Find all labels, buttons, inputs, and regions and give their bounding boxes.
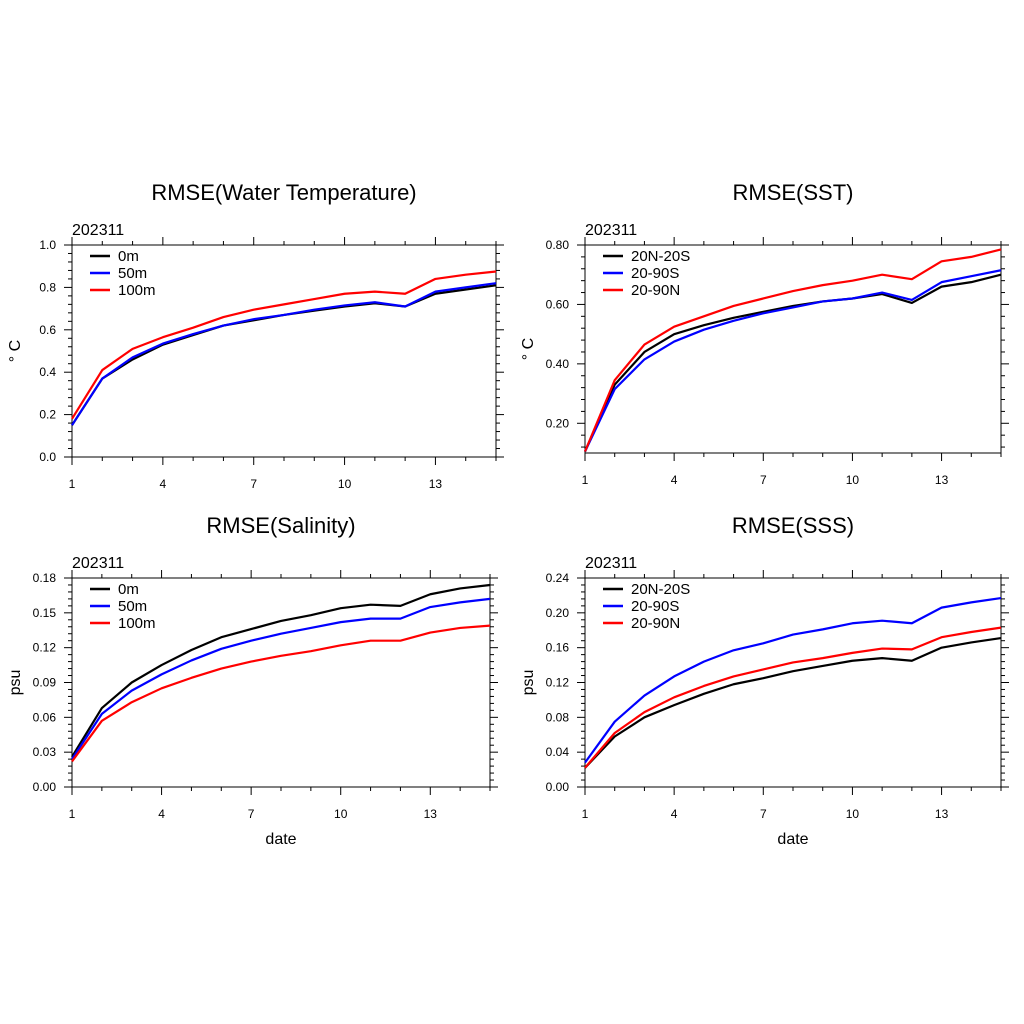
legend-label: 50m — [118, 598, 147, 615]
chart-subtitle: 202311 — [72, 555, 124, 572]
legend-label: 50m — [118, 265, 147, 282]
x-tick-label: 1 — [582, 473, 589, 487]
legend-label: 100m — [118, 282, 156, 299]
legend-label: 0m — [118, 581, 139, 598]
y-tick-label: 0.15 — [33, 606, 57, 620]
legend-label: 100m — [118, 615, 156, 632]
x-axis-label: date — [777, 831, 808, 848]
y-tick-label: 0.00 — [33, 780, 57, 794]
y-tick-label: 0.80 — [546, 238, 570, 252]
x-tick-label: 13 — [935, 473, 949, 487]
y-tick-label: 0.40 — [546, 357, 570, 371]
y-axis-label: psu — [7, 670, 24, 696]
series-line-2 — [71, 597, 491, 760]
y-tick-label: 0.24 — [546, 571, 570, 585]
chart-subtitle: 202311 — [585, 222, 637, 239]
y-tick-label: 0.6 — [39, 323, 56, 337]
y-tick-label: 0.03 — [33, 745, 57, 759]
y-axis-label: psu — [520, 670, 537, 696]
chart-title: RMSE(SSS) — [732, 513, 854, 538]
y-axis-label: ° C — [7, 340, 24, 362]
y-tick-label: 0.04 — [546, 745, 570, 759]
x-tick-label: 1 — [69, 807, 76, 821]
series-line-3 — [71, 270, 497, 420]
x-tick-label: 13 — [424, 807, 438, 821]
x-tick-label: 4 — [671, 807, 678, 821]
chart-panel-4: RMSE(SSS) 202311 1 4 7 10 13 0.00 0.04 0.08 0.12 0.… — [520, 513, 1009, 848]
y-tick-label: 0.16 — [546, 641, 570, 655]
legend-label: 20-90N — [631, 282, 680, 299]
chart-title: RMSE(Salinity) — [206, 513, 355, 538]
chart-panel-2: RMSE(SST) 202311 1 4 7 10 13 0.20 0.40 0.60 0.80 ° … — [520, 180, 1009, 487]
y-tick-label: 0.09 — [33, 676, 57, 690]
y-tick-label: 0.2 — [39, 408, 56, 422]
y-tick-label: 0.18 — [33, 571, 57, 585]
y-tick-label: 0.12 — [33, 641, 57, 655]
y-tick-label: 0.4 — [39, 365, 56, 379]
y-tick-label: 0.00 — [546, 780, 570, 794]
series-line-2 — [71, 282, 497, 426]
chart-subtitle: 202311 — [585, 555, 637, 572]
x-tick-label: 10 — [846, 473, 860, 487]
legend-label: 20-90S — [631, 598, 679, 615]
x-tick-label: 10 — [338, 477, 352, 491]
legend-label: 20N-20S — [631, 581, 690, 598]
legend-label: 0m — [118, 248, 139, 265]
chart-title: RMSE(SST) — [733, 180, 854, 205]
y-axis-label: ° C — [520, 338, 537, 360]
legend-label: 20N-20S — [631, 248, 690, 265]
x-tick-label: 7 — [248, 807, 255, 821]
y-tick-label: 0.20 — [546, 606, 570, 620]
series-line-3 — [71, 624, 491, 763]
series-line-1 — [583, 273, 1002, 452]
x-tick-label: 10 — [334, 807, 348, 821]
chart-subtitle: 202311 — [72, 222, 124, 239]
x-tick-label: 13 — [429, 477, 443, 491]
x-tick-label: 7 — [760, 473, 767, 487]
y-tick-label: 0.06 — [33, 710, 57, 724]
chart-panel-3: RMSE(Salinity) 202311 1 4 7 10 13 0.00 0.03 0.06 0… — [7, 513, 498, 848]
x-tick-label: 1 — [69, 477, 76, 491]
legend-label: 20-90N — [631, 615, 680, 632]
series-line-3 — [583, 248, 1002, 452]
y-tick-label: 0.12 — [546, 676, 570, 690]
x-tick-label: 7 — [250, 477, 257, 491]
y-tick-label: 0.08 — [546, 710, 570, 724]
y-tick-label: 0.20 — [546, 416, 570, 430]
series-line-2 — [584, 269, 1002, 452]
y-tick-label: 0.8 — [39, 280, 56, 294]
legend-label: 20-90S — [631, 265, 679, 282]
series-line-1 — [71, 583, 491, 758]
y-tick-label: 0.0 — [39, 450, 56, 464]
x-tick-label: 4 — [158, 807, 165, 821]
x-tick-label: 10 — [846, 807, 860, 821]
x-axis-label: date — [265, 831, 296, 848]
x-tick-label: 4 — [160, 477, 167, 491]
series-line-3 — [584, 626, 1002, 769]
chart-panel-1: RMSE(Water Temperature) 202311 1 4 7 10 13 0.0 0… — [7, 180, 504, 491]
series-line-2 — [584, 596, 1002, 764]
chart-title: RMSE(Water Temperature) — [151, 180, 416, 205]
x-tick-label: 13 — [935, 807, 949, 821]
y-tick-label: 1.0 — [39, 238, 56, 252]
series-line-1 — [584, 637, 1002, 769]
y-tick-label: 0.60 — [546, 297, 570, 311]
x-tick-label: 4 — [671, 473, 678, 487]
x-tick-label: 7 — [760, 807, 767, 821]
x-tick-label: 1 — [582, 807, 589, 821]
